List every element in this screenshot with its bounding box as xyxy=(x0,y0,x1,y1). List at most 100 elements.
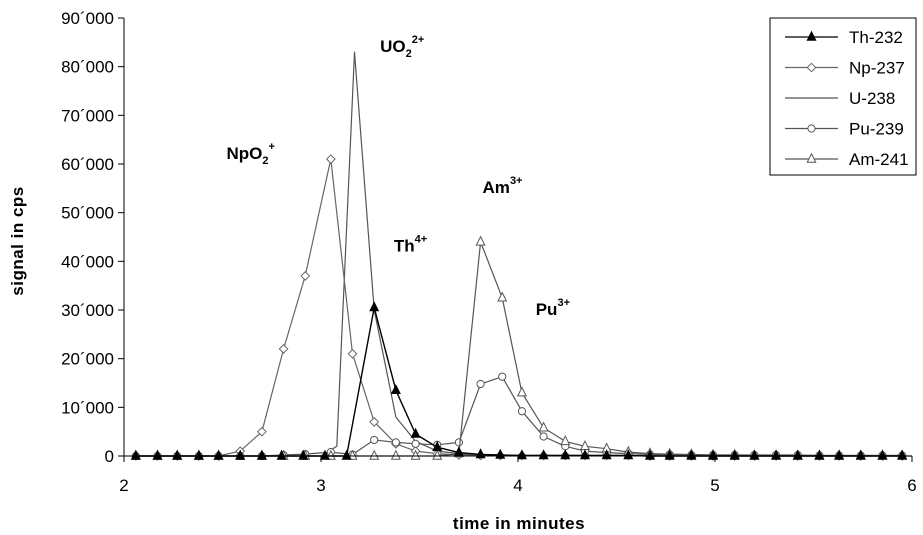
axes: 0 10´000 20´000 30´000 40´000 50´000 60´000 70´… xyxy=(61,9,917,495)
data-point-np-237 xyxy=(256,426,267,437)
data-point-th-232 xyxy=(897,449,908,460)
data-point-pu-239 xyxy=(370,435,379,445)
data-point-th-232 xyxy=(729,449,740,460)
x-tick-label: 5 xyxy=(710,476,719,495)
series-line-pu-239 xyxy=(135,376,903,457)
data-point-th-232 xyxy=(538,449,549,460)
y-tick-label: 70´000 xyxy=(61,106,114,125)
legend-item-np-237: Np-237 xyxy=(785,59,905,78)
data-point-th-232 xyxy=(172,449,183,460)
data-point-am-241 xyxy=(475,235,486,246)
legend-item-th-232: Th-232 xyxy=(785,28,903,47)
data-point-pu-239 xyxy=(476,379,485,389)
legend-marker-pu-239 xyxy=(807,124,816,133)
data-point-th-232 xyxy=(664,449,675,460)
data-point-th-232 xyxy=(276,449,287,460)
data-point-th-232 xyxy=(834,449,845,460)
y-tick-label: 0 xyxy=(105,447,114,466)
series-pu-239 xyxy=(131,372,907,461)
x-tick-label: 6 xyxy=(907,476,916,495)
data-point-th-232 xyxy=(579,449,590,460)
y-tick-label: 90´000 xyxy=(61,9,114,28)
series-am-241 xyxy=(130,235,908,460)
y-tick-label: 60´000 xyxy=(61,155,114,174)
data-point-th-232 xyxy=(193,449,204,460)
data-point-th-232 xyxy=(686,449,697,460)
data-point-th-232 xyxy=(213,449,224,460)
y-tick-label: 50´000 xyxy=(61,204,114,223)
data-point-am-241 xyxy=(538,421,549,432)
ion-label-am: Am3+ xyxy=(483,175,523,197)
ion-annotations: NpO2+ UO22+ Th4+ Am3+ Pu3+ xyxy=(226,34,570,319)
data-point-pu-239 xyxy=(454,438,463,447)
legend-label-u-238: U-238 xyxy=(849,89,895,108)
data-point-am-241 xyxy=(410,449,421,460)
ion-label-th: Th4+ xyxy=(394,234,427,256)
data-point-th-232 xyxy=(410,427,421,438)
data-point-th-232 xyxy=(792,449,803,460)
ion-label-npo: NpO2+ xyxy=(226,141,274,167)
data-point-pu-239 xyxy=(498,372,507,381)
data-point-th-232 xyxy=(319,449,330,460)
legend-marker-np-237 xyxy=(806,62,817,73)
ion-label-uo: UO22+ xyxy=(380,34,424,60)
legend-item-pu-239: Pu-239 xyxy=(785,120,904,139)
data-point-am-241 xyxy=(369,449,380,460)
data-point-am-241 xyxy=(390,449,401,460)
y-tick-label: 10´000 xyxy=(61,398,114,417)
data-point-pu-239 xyxy=(411,439,420,448)
series-line-th-232 xyxy=(135,306,903,457)
data-point-th-232 xyxy=(644,449,655,460)
legend-box xyxy=(769,17,917,176)
y-tick-label: 80´000 xyxy=(61,58,114,77)
y-tick-label: 40´000 xyxy=(61,252,114,271)
x-tick-label: 4 xyxy=(513,476,522,495)
data-point-am-241 xyxy=(325,449,336,460)
data-point-th-232 xyxy=(390,383,401,394)
data-point-am-241 xyxy=(516,386,527,397)
data-point-np-237 xyxy=(325,154,336,165)
data-point-th-232 xyxy=(235,449,246,460)
data-point-th-232 xyxy=(432,440,443,451)
legend-label-np-237: Np-237 xyxy=(849,59,905,78)
data-point-th-232 xyxy=(516,449,527,460)
data-point-am-241 xyxy=(347,449,358,460)
data-point-th-232 xyxy=(814,449,825,460)
series-line-am-241 xyxy=(135,241,903,457)
data-point-th-232 xyxy=(298,449,309,460)
legend-item-u-238: U-238 xyxy=(785,89,895,108)
data-point-np-237 xyxy=(347,348,358,359)
legend-item-am-241: Am-241 xyxy=(785,150,909,169)
legend-label-pu-239: Pu-239 xyxy=(849,120,904,139)
x-tick-label: 3 xyxy=(316,476,325,495)
data-point-th-232 xyxy=(855,449,866,460)
legend-marker-am-241 xyxy=(806,152,817,163)
ion-label-pu: Pu3+ xyxy=(536,297,570,319)
y-tick-label: 20´000 xyxy=(61,350,114,369)
x-axis-title: time in minutes xyxy=(453,514,585,533)
data-point-am-241 xyxy=(497,291,508,302)
data-point-th-232 xyxy=(369,301,380,312)
data-point-pu-239 xyxy=(391,438,400,447)
legend: Th-232 Np-237 U-238 Pu-239 Am-241 xyxy=(769,17,917,176)
y-axis-title: signal in cps xyxy=(8,186,27,295)
data-point-am-241 xyxy=(432,449,443,460)
legend-label-am-241: Am-241 xyxy=(849,150,909,169)
data-point-th-232 xyxy=(877,449,888,460)
data-point-np-237 xyxy=(369,417,380,427)
data-point-th-232 xyxy=(256,449,267,460)
data-point-np-237 xyxy=(300,271,311,281)
data-point-th-232 xyxy=(130,449,141,460)
data-point-th-232 xyxy=(560,449,571,460)
data-point-th-232 xyxy=(601,449,612,460)
series-np-237 xyxy=(130,154,908,461)
y-tick-label: 30´000 xyxy=(61,301,114,320)
data-point-th-232 xyxy=(771,449,782,460)
legend-marker-th-232 xyxy=(806,30,817,41)
data-point-th-232 xyxy=(341,449,352,460)
data-point-th-232 xyxy=(623,449,634,460)
data-point-pu-239 xyxy=(517,407,527,416)
data-point-np-237 xyxy=(278,344,289,354)
legend-label-th-232: Th-232 xyxy=(849,28,903,47)
data-point-th-232 xyxy=(749,449,760,460)
